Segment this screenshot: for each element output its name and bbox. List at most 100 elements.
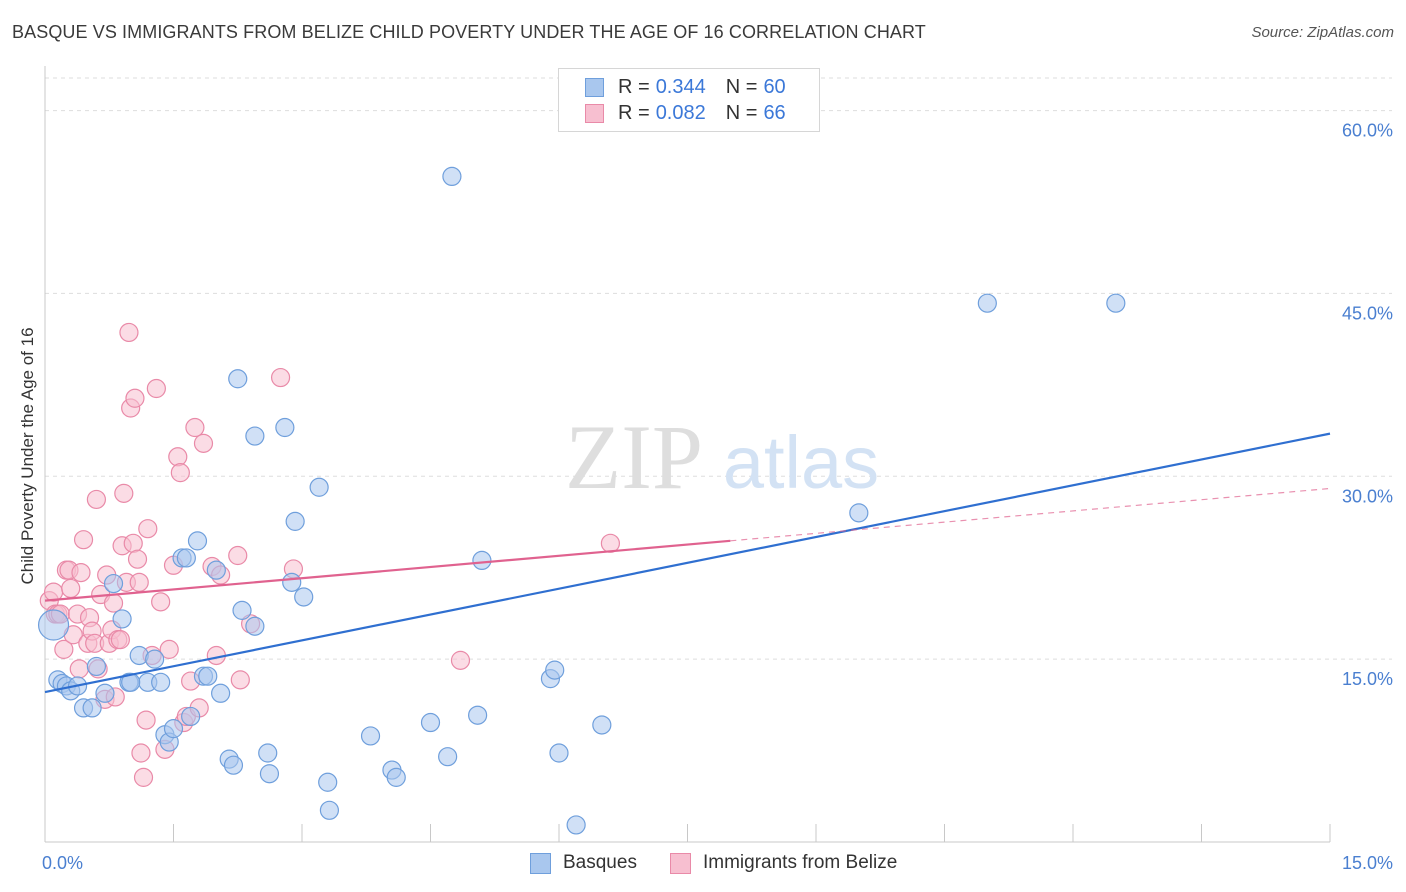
belize-point — [151, 592, 171, 612]
basques-point — [258, 743, 278, 763]
y-axis-label: Child Poverty Under the Age of 16 — [18, 327, 37, 584]
basques-point — [198, 666, 218, 686]
basques-point — [977, 293, 997, 313]
legend-label-basques: Basques — [563, 852, 637, 873]
correlation-legend: R = 0.344 N = 60 R = 0.082 N = 66 — [558, 68, 820, 132]
belize-point — [270, 367, 291, 388]
y-tick-label: 15.0% — [1342, 669, 1393, 689]
grid-lines — [45, 77, 1392, 660]
belize-point — [61, 578, 81, 599]
basques-point — [95, 683, 115, 703]
basques-point — [294, 587, 314, 607]
basques-point — [223, 755, 244, 775]
basques-point — [259, 764, 280, 784]
legend-r-value: 0.082 — [655, 101, 706, 124]
belize-point — [138, 519, 158, 539]
basques-point — [360, 726, 381, 746]
belize-point — [170, 463, 190, 483]
basques-point — [468, 705, 488, 725]
basques-point — [275, 417, 295, 438]
basques-point — [211, 683, 231, 703]
belize-point — [146, 378, 166, 399]
basques-point — [545, 660, 565, 680]
chart-title: BASQUE VS IMMIGRANTS FROM BELIZE CHILD P… — [12, 22, 926, 42]
basques-point — [86, 656, 107, 677]
belize-point — [159, 639, 179, 659]
belize-trend-extension — [730, 487, 1331, 542]
belize-point — [73, 530, 94, 550]
basques-point — [151, 672, 171, 692]
y-tick-label: 30.0% — [1342, 486, 1393, 506]
basques-point — [318, 772, 338, 792]
basques-point — [438, 747, 458, 767]
basques-point — [112, 609, 132, 629]
basques-point — [121, 672, 141, 692]
legend-item-belize[interactable]: Immigrants from Belize — [670, 852, 897, 874]
basques-point — [206, 560, 226, 580]
basques-points — [37, 166, 1126, 835]
belize-point — [185, 417, 205, 438]
belize-point — [125, 388, 145, 408]
trend-lines — [44, 432, 1331, 694]
belize-point — [103, 593, 124, 613]
legend-swatch-belize — [670, 852, 691, 874]
belize-point — [133, 767, 154, 787]
basques-point — [592, 715, 612, 735]
belize-point — [86, 489, 107, 510]
belize-point — [114, 483, 134, 503]
belize-point — [129, 572, 149, 592]
legend-n-value: 60 — [763, 75, 786, 98]
belize-point — [119, 322, 139, 343]
legend-swatch-basques — [585, 77, 604, 97]
basques-point — [549, 743, 569, 763]
belize-point — [69, 659, 89, 679]
legend-n-label: N = — [725, 75, 758, 98]
basques-point — [232, 600, 252, 620]
basques-point — [181, 706, 201, 727]
axes — [44, 66, 1331, 843]
basques-point — [282, 572, 302, 592]
basques-point — [103, 573, 124, 594]
belize-trend-line — [44, 539, 731, 602]
source-label: Source: ZipAtlas.com — [1251, 24, 1394, 41]
basques-point — [386, 767, 406, 787]
legend-n-label: N = — [725, 101, 758, 124]
belize-point — [193, 433, 214, 453]
belize-point — [168, 447, 188, 467]
basques-point — [145, 649, 165, 669]
basques-point — [566, 815, 586, 835]
legend-r-value: 0.344 — [655, 75, 706, 98]
x-tick-label: 0.0% — [42, 853, 83, 873]
immigrants-from-belize-points — [39, 322, 621, 787]
basques-point — [187, 531, 208, 551]
legend-item-basques[interactable]: Basques — [530, 852, 637, 874]
belize-point — [127, 549, 148, 569]
tick-labels: 15.0% 30.0% 45.0% 60.0% 0.0% 15.0% — [42, 121, 1393, 873]
basques-point — [1106, 293, 1126, 313]
legend-swatch-basques — [530, 852, 551, 874]
basques-point — [309, 477, 329, 497]
belize-point — [131, 743, 151, 763]
basques-trend-line — [44, 432, 1331, 694]
basques-point — [472, 550, 492, 571]
basques-point — [37, 609, 70, 641]
basques-point — [442, 166, 462, 186]
basques-point — [420, 712, 441, 733]
legend-swatch-belize — [585, 103, 604, 123]
x-tick-label: 15.0% — [1342, 853, 1393, 873]
basques-point — [285, 511, 305, 531]
belize-point — [54, 639, 74, 659]
basques-point — [849, 503, 869, 523]
legend-label-belize: Immigrants from Belize — [703, 852, 898, 873]
basques-point — [228, 369, 248, 389]
legend-n-value: 66 — [763, 101, 786, 124]
watermark-zip: ZIP — [565, 406, 703, 508]
legend-r-label: R = — [618, 75, 650, 98]
basques-point — [245, 426, 265, 446]
basques-point — [163, 719, 184, 739]
belize-point — [110, 630, 130, 650]
basques-point — [82, 698, 102, 718]
belize-point — [136, 710, 156, 730]
legend-row-basques: R = 0.344 N = 60 — [585, 75, 786, 99]
watermark: ZIP atlas — [565, 406, 879, 508]
